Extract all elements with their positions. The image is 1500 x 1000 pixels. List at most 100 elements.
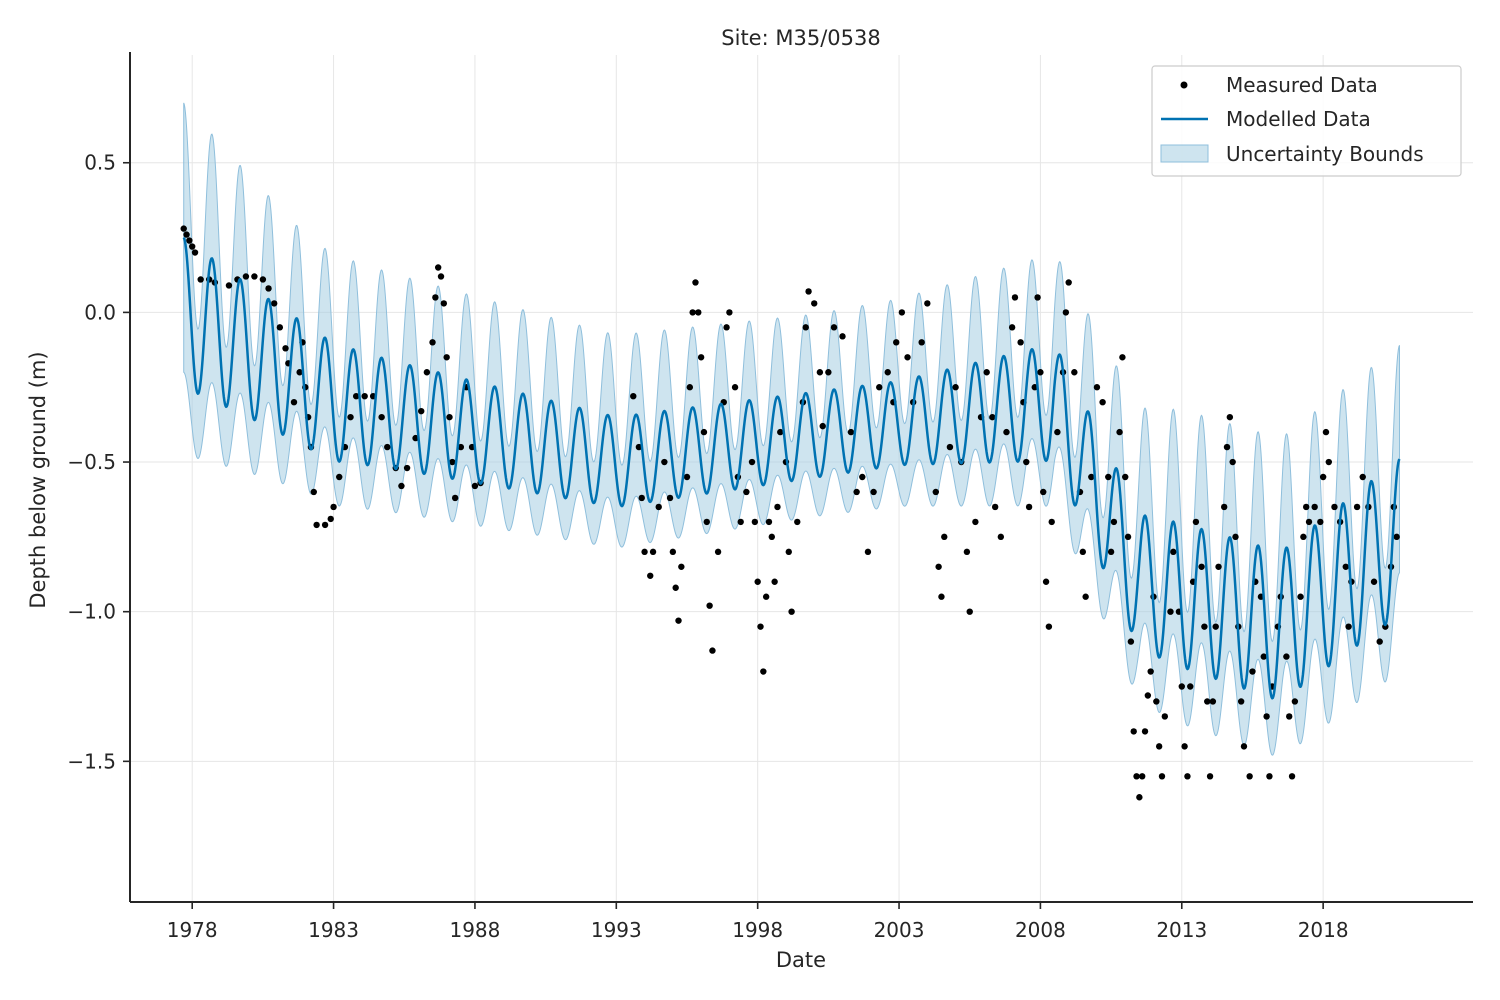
measured-point [310, 488, 317, 496]
measured-point [757, 623, 764, 630]
measured-point [1008, 324, 1016, 331]
measured-point [1212, 623, 1219, 630]
measured-point [1319, 473, 1327, 481]
measured-point [898, 309, 906, 316]
measured-point [189, 243, 196, 250]
measured-point [666, 494, 674, 502]
x-tick-label: 1978 [167, 918, 218, 942]
measured-point [983, 369, 990, 376]
measured-point [251, 273, 258, 280]
measured-point [276, 324, 284, 331]
measured-point [1184, 773, 1191, 780]
legend-label-modelled: Modelled Data [1226, 107, 1371, 131]
measured-point [1232, 533, 1239, 541]
measured-point [361, 392, 368, 400]
measured-point [1110, 518, 1118, 526]
measured-point [290, 398, 298, 406]
measured-point [743, 488, 750, 496]
measured-point [678, 563, 685, 570]
measured-point [649, 548, 657, 556]
measured-point [313, 521, 320, 529]
measured-point [765, 518, 773, 526]
measured-point [669, 548, 677, 556]
measured-point [774, 503, 781, 511]
measured-point [991, 503, 999, 511]
measured-point [1204, 698, 1211, 705]
measured-point [853, 488, 860, 496]
measured-point [1229, 458, 1236, 466]
x-tick-label: 2018 [1298, 918, 1349, 942]
measured-point [1116, 428, 1123, 436]
measured-point [723, 324, 730, 331]
measured-point [1178, 683, 1185, 690]
measured-point [689, 309, 696, 316]
measured-point [1082, 593, 1089, 600]
measured-point [731, 384, 739, 391]
measured-point [1266, 773, 1273, 780]
measured-point [1325, 458, 1333, 466]
measured-point [941, 533, 948, 541]
measured-point [1071, 369, 1078, 376]
measured-point [1286, 713, 1293, 720]
x-tick-label: 2013 [1156, 918, 1207, 942]
measured-point [870, 488, 877, 496]
measured-point [449, 458, 456, 466]
measured-point [443, 354, 450, 361]
measured-point [847, 428, 855, 436]
measured-point [186, 237, 193, 244]
measured-point [296, 369, 303, 376]
measured-point [635, 443, 643, 451]
measured-point [1025, 503, 1033, 511]
measured-point [1054, 428, 1061, 436]
measured-point [938, 593, 945, 600]
measured-point [1141, 728, 1149, 735]
measured-point [825, 369, 832, 376]
y-axis-label: Depth below ground (m) [26, 351, 50, 608]
measured-point [1048, 518, 1055, 526]
measured-point [1158, 773, 1166, 780]
measured-point [924, 300, 931, 307]
measured-point [1045, 623, 1053, 630]
measured-point [1105, 473, 1112, 481]
measured-point [771, 578, 778, 585]
measured-point [1246, 773, 1253, 780]
measured-point [655, 503, 662, 511]
measured-point [1220, 503, 1228, 511]
measured-point [1088, 473, 1095, 481]
measured-point [330, 503, 337, 511]
measured-point [352, 392, 360, 400]
measured-point [1322, 428, 1330, 436]
measured-point [893, 339, 900, 346]
measured-point [1370, 578, 1378, 585]
measured-point [751, 518, 759, 526]
measured-point [1167, 608, 1174, 615]
measured-point [963, 548, 971, 556]
axes [129, 52, 1473, 903]
measured-point [661, 458, 668, 466]
measured-point [1170, 548, 1177, 556]
measured-point [918, 339, 925, 346]
measured-point [692, 279, 699, 286]
measured-point [471, 482, 479, 490]
measured-point [785, 548, 792, 556]
measured-point [1181, 743, 1188, 750]
x-tick-label: 1983 [308, 918, 359, 942]
x-tick-label: 2008 [1015, 918, 1066, 942]
measured-point [398, 482, 405, 490]
measured-point [1023, 458, 1030, 466]
measured-point [271, 300, 278, 307]
measured-point [695, 309, 702, 316]
measured-point [259, 276, 267, 283]
measured-point [1161, 713, 1169, 720]
measured-point [946, 443, 954, 451]
measured-point [1017, 339, 1024, 346]
measured-point [1062, 309, 1070, 316]
measured-point [1122, 473, 1129, 481]
measured-point [225, 282, 233, 289]
measured-point [672, 584, 679, 591]
measured-point [432, 294, 439, 301]
measured-point [1037, 369, 1044, 376]
measured-point [805, 288, 812, 295]
y-tick-label: 0.0 [84, 300, 116, 324]
measured-point [1130, 728, 1137, 735]
